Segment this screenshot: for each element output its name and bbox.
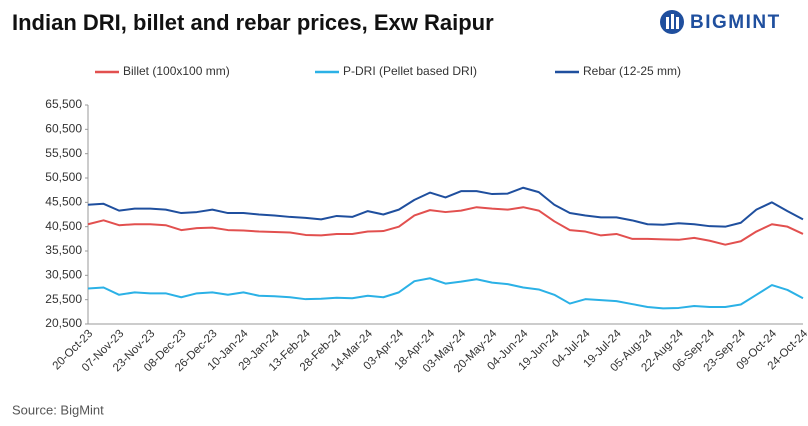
- legend-label: Rebar (12-25 mm): [583, 64, 681, 78]
- y-tick-label: 60,500: [45, 122, 82, 136]
- y-tick-label: 35,500: [45, 243, 82, 257]
- y-tick-label: 20,500: [45, 316, 82, 330]
- logo-icon: [660, 10, 684, 34]
- y-tick-label: 40,500: [45, 219, 82, 233]
- series-line: [87, 277, 804, 310]
- series-line: [87, 186, 804, 228]
- legend-label: P-DRI (Pellet based DRI): [343, 64, 477, 78]
- logo: BIGMINT: [690, 12, 781, 33]
- source: Source: BigMint: [12, 402, 104, 417]
- y-tick-label: 55,500: [45, 146, 82, 160]
- series-line: [87, 206, 804, 246]
- y-tick-label: 25,500: [45, 292, 82, 306]
- y-tick-label: 30,500: [45, 268, 82, 282]
- y-tick-label: 45,500: [45, 195, 82, 209]
- y-tick-label: 65,500: [45, 97, 82, 111]
- legend-label: Billet (100x100 mm): [123, 64, 230, 78]
- chart-title: Indian DRI, billet and rebar prices, Exw…: [12, 10, 494, 35]
- y-tick-label: 50,500: [45, 170, 82, 184]
